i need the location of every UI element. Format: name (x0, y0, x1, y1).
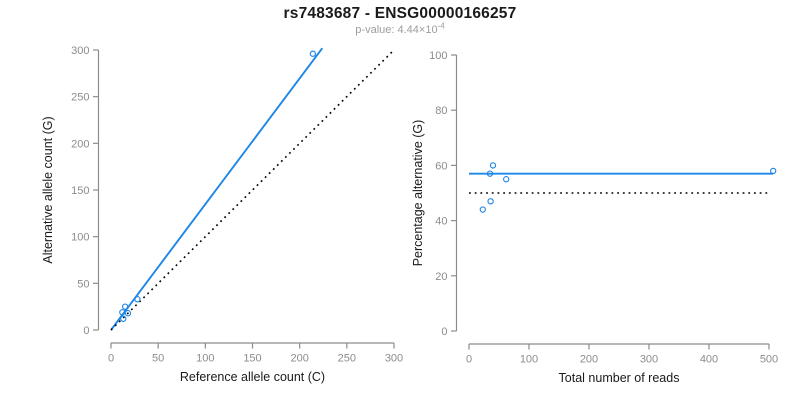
y-axis-tick-label: 200 (71, 138, 89, 150)
y-axis-title: Alternative allele count (G) (41, 116, 55, 263)
y-axis-tick-label: 60 (435, 160, 447, 172)
figure-title: rs7483687 - ENSG00000166257 (283, 5, 517, 22)
data-point (487, 198, 494, 205)
y-axis-tick-label: 150 (71, 185, 89, 197)
x-axis-tick-label: 300 (385, 353, 403, 365)
pvalue-exponent: -4 (437, 21, 445, 31)
x-axis-tick-label: 400 (700, 354, 718, 366)
y-axis-title: Percentage alternative (G) (411, 120, 425, 267)
x-axis-tick-label: 300 (640, 354, 658, 366)
fitted-allelic-ratio-line (110, 47, 324, 331)
y-axis-tick-label: 100 (429, 50, 447, 62)
data-point (120, 315, 127, 322)
data-point (124, 310, 132, 317)
figure-subtitle: p-value: 4.44×10-4 (0, 21, 800, 36)
y-axis-tick-label: 250 (71, 92, 89, 104)
pvalue-text: p-value: 4.44×10 (355, 24, 438, 36)
y-axis-tick-label: 20 (435, 271, 447, 283)
y-axis-tick-label: 100 (71, 232, 89, 244)
x-axis-title: Total number of reads (559, 371, 680, 385)
x-axis-tick-label: 0 (466, 354, 472, 366)
allele-count-scatter-plot: 0 50 100 150 200 250 300 0 50 100 150 200 250 300 Refe… (41, 45, 403, 384)
x-axis-tick-label: 200 (580, 354, 598, 366)
x-axis-tick-label: 50 (152, 353, 164, 365)
data-point (479, 206, 486, 213)
x-axis-tick-label: 100 (196, 353, 214, 365)
data-point (503, 176, 510, 183)
x-axis-tick-label: 200 (290, 353, 308, 365)
data-point (119, 309, 126, 316)
data-point (121, 303, 129, 310)
data-point (134, 296, 141, 303)
x-axis-tick-label: 500 (760, 354, 778, 366)
data-point (309, 50, 317, 57)
y-axis-tick-label: 80 (435, 105, 447, 117)
data-point (489, 162, 497, 169)
y-axis-tick-label: 0 (83, 325, 89, 337)
data-point (486, 170, 494, 177)
x-axis-tick-label: 250 (338, 353, 356, 365)
x-axis-tick-label: 100 (520, 354, 538, 366)
y-axis-tick-label: 50 (77, 278, 89, 290)
y-axis-tick-label: 0 (441, 326, 447, 338)
x-axis-title: Reference allele count (C) (180, 370, 325, 384)
percentage-alternative-scatter-plot: 0 100 200 300 400 500 0 20 40 60 80 100 Total number… (411, 50, 778, 385)
y-axis-tick-label: 40 (435, 216, 447, 228)
data-point (770, 167, 777, 175)
identity-line (110, 49, 395, 331)
x-axis-tick-label: 150 (243, 353, 261, 365)
x-axis-tick-label: 0 (108, 353, 114, 365)
y-axis-tick-label: 300 (71, 45, 89, 57)
